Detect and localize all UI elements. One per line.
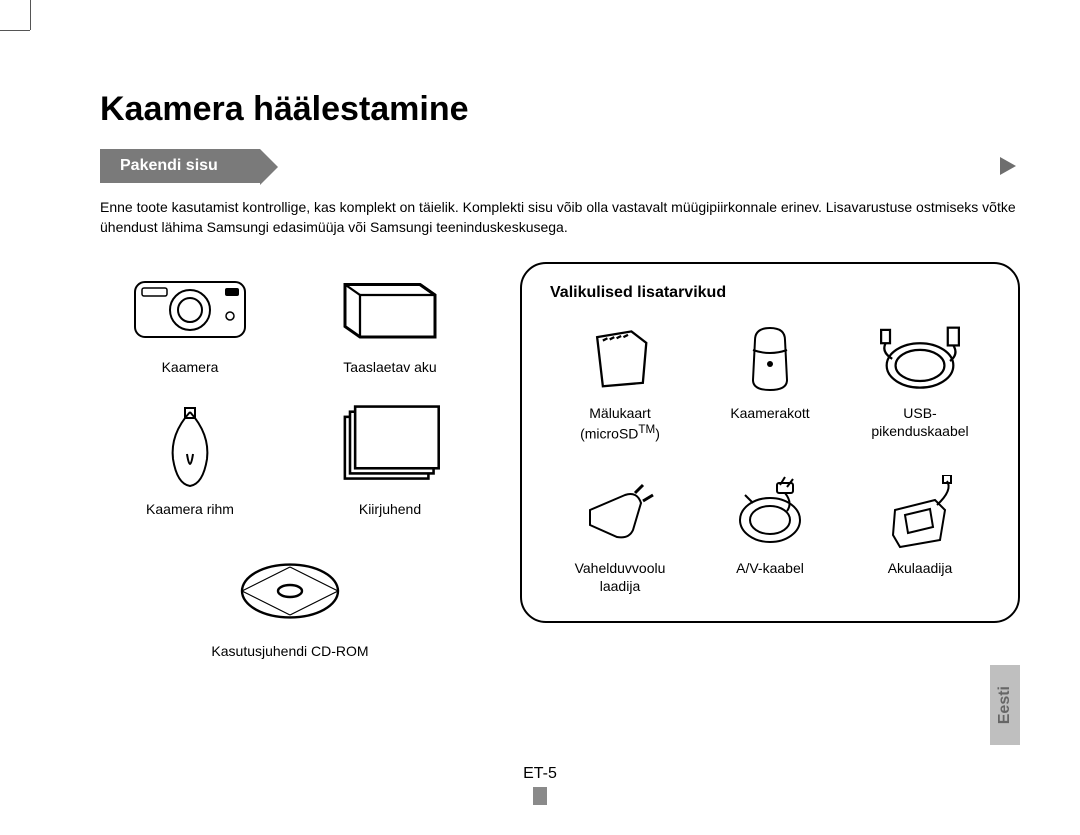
- optional-column: Valikulised lisatarvikud Mälukaart(micro…: [520, 262, 1020, 661]
- language-tab: Eesti: [990, 665, 1020, 745]
- usb-cable-icon: [850, 320, 990, 400]
- page-marker: [533, 787, 547, 805]
- cdrom-icon: [100, 546, 480, 636]
- av-cable-icon: [700, 475, 840, 555]
- optional-item-case: Kaamerakott: [700, 320, 840, 443]
- included-grid: Kaamera Taaslaetav aku Kaamera rihm: [100, 262, 480, 518]
- optional-item-memory: Mälukaart(microSDTM): [550, 320, 690, 443]
- optional-label: USB-pikenduskaabel: [850, 404, 990, 440]
- included-label: Kasutusjuhendi CD-ROM: [100, 642, 480, 660]
- battery-icon: [300, 262, 480, 352]
- optional-label: Mälukaart(microSDTM): [550, 404, 690, 443]
- optional-item-av: A/V-kaabel: [700, 475, 840, 595]
- optional-box: Valikulised lisatarvikud Mälukaart(micro…: [520, 262, 1020, 623]
- included-item-strap: Kaamera rihm: [100, 404, 280, 518]
- optional-item-charger: Akulaadija: [850, 475, 990, 595]
- page-title: Kaamera häälestamine: [100, 90, 1020, 129]
- language-tab-label: Eesti: [996, 686, 1014, 724]
- optional-item-ac: Vahelduvvoolulaadija: [550, 475, 690, 595]
- manual-page: Kaamera häälestamine Pakendi sisu Enne t…: [0, 0, 1080, 835]
- included-item-guide: Kiirjuhend: [300, 404, 480, 518]
- camera-icon: [100, 262, 280, 352]
- crop-mark-v: [30, 0, 31, 30]
- included-label: Kaamera: [100, 358, 280, 376]
- included-column: Kaamera Taaslaetav aku Kaamera rihm: [100, 262, 480, 661]
- crop-mark-h: [0, 30, 30, 31]
- included-item-battery: Taaslaetav aku: [300, 262, 480, 376]
- continue-arrow-icon: [996, 154, 1020, 178]
- optional-title: Valikulised lisatarvikud: [550, 284, 990, 302]
- page-number: ET-5: [523, 765, 557, 782]
- included-item-camera: Kaamera: [100, 262, 280, 376]
- section-ribbon: Pakendi sisu: [100, 149, 260, 183]
- battery-charger-icon: [850, 475, 990, 555]
- ac-charger-icon: [550, 475, 690, 555]
- content-row: Kaamera Taaslaetav aku Kaamera rihm: [100, 262, 1020, 661]
- included-label: Kiirjuhend: [300, 500, 480, 518]
- camera-case-icon: [700, 320, 840, 400]
- optional-item-usb: USB-pikenduskaabel: [850, 320, 990, 443]
- optional-label: Vahelduvvoolulaadija: [550, 559, 690, 595]
- page-footer: ET-5: [0, 765, 1080, 805]
- included-item-cdrom: Kasutusjuhendi CD-ROM: [100, 546, 480, 660]
- optional-label: Akulaadija: [850, 559, 990, 577]
- guide-icon: [300, 404, 480, 494]
- section-header-row: Pakendi sisu: [100, 149, 1020, 183]
- included-extra: Kasutusjuhendi CD-ROM: [100, 546, 480, 660]
- strap-icon: [100, 404, 280, 494]
- intro-paragraph: Enne toote kasutamist kontrollige, kas k…: [100, 197, 1020, 238]
- optional-grid: Mälukaart(microSDTM) Kaamerakott USB-pik…: [550, 320, 990, 595]
- memory-card-icon: [550, 320, 690, 400]
- included-label: Kaamera rihm: [100, 500, 280, 518]
- optional-label: Kaamerakott: [700, 404, 840, 422]
- optional-label: A/V-kaabel: [700, 559, 840, 577]
- included-label: Taaslaetav aku: [300, 358, 480, 376]
